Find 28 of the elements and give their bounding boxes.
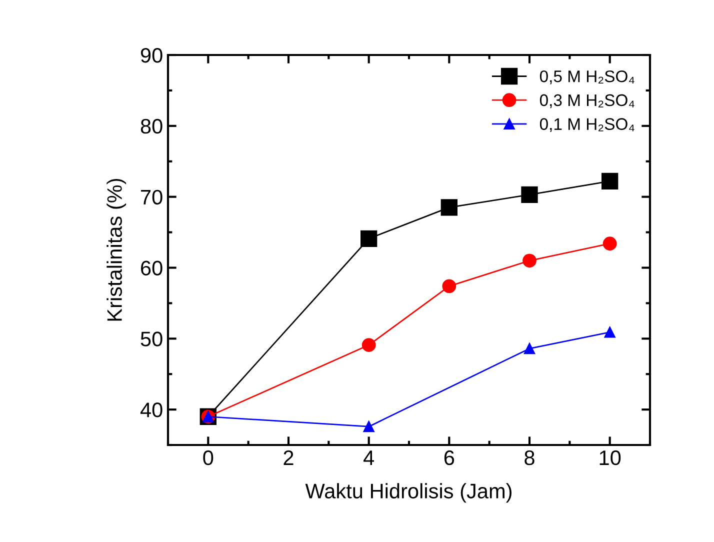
point xyxy=(363,421,374,432)
x-tick-label: 2 xyxy=(284,450,294,465)
point xyxy=(442,279,456,294)
y-tick-label: 90 xyxy=(140,48,162,63)
x-tick-label: 8 xyxy=(524,450,534,466)
point xyxy=(440,199,458,216)
x-axis-title: Waktu Hidrolisis (Jam) xyxy=(305,483,512,503)
y-tick-label: 70 xyxy=(141,190,162,205)
legend-label: 0,5 M H₂SO₄ xyxy=(540,70,634,84)
legend-label: 0,1 M H₂SO₄ xyxy=(540,118,634,132)
point xyxy=(604,326,616,338)
x-tick-label: 0 xyxy=(203,450,214,466)
x-tick-label: 10 xyxy=(600,450,621,466)
point xyxy=(524,343,536,354)
point xyxy=(360,230,378,247)
x-tick-label: 6 xyxy=(444,450,454,466)
point xyxy=(602,236,617,251)
point xyxy=(521,186,538,204)
legend-label: 0,3 M H₂SO₄ xyxy=(540,94,634,108)
y-tick-label: 50 xyxy=(140,332,162,346)
point xyxy=(522,254,536,268)
y-tick-label: 80 xyxy=(140,118,162,134)
point xyxy=(602,172,618,190)
point xyxy=(362,338,376,352)
y-tick-label: 40 xyxy=(140,402,162,418)
y-axis-title: Kristalinitas (%) xyxy=(106,178,126,321)
y-tick-label: 60 xyxy=(141,260,162,276)
x-tick-label: 4 xyxy=(364,450,374,465)
